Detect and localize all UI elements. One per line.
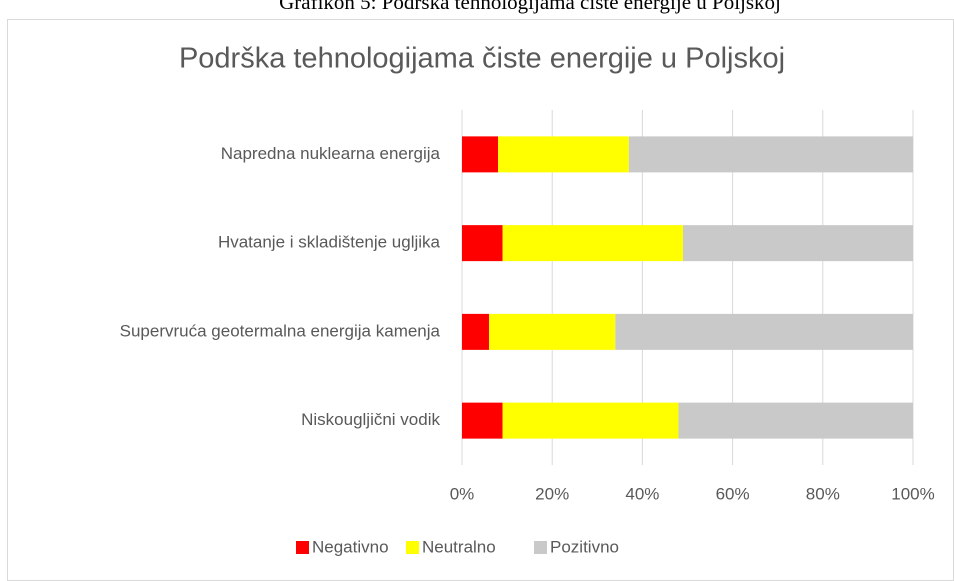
x-tick-label: 60% — [716, 484, 750, 503]
y-tick-label: Hvatanje i skladištenje ugljika — [218, 233, 441, 252]
bar-segment — [489, 313, 616, 350]
bar-segment — [682, 225, 913, 262]
bar-segment — [615, 313, 913, 350]
legend-swatch — [534, 541, 547, 554]
legend-swatch — [296, 541, 309, 554]
bar-segment — [498, 136, 629, 173]
caption: Grafikon 5: Podrška tehnologijama čiste … — [279, 0, 781, 14]
bar-segment — [462, 313, 490, 350]
bar-segment — [462, 225, 503, 262]
bar-segment — [502, 402, 679, 439]
chart-border — [7, 19, 954, 581]
x-tick-label: 40% — [625, 484, 659, 503]
legend-label: Pozitivno — [550, 537, 619, 556]
bar-segment — [462, 136, 499, 173]
bar-segment — [678, 402, 913, 439]
bar-segment — [502, 225, 683, 262]
chart-title: Podrška tehnologijama čiste energije u P… — [179, 43, 785, 75]
bar-segment — [462, 402, 503, 439]
y-tick-label: Niskougljični vodik — [301, 410, 440, 429]
x-tick-label: 80% — [806, 484, 840, 503]
y-tick-label: Napredna nuklearna energija — [221, 144, 441, 163]
x-tick-label: 100% — [891, 484, 934, 503]
legend-label: Neutralno — [422, 537, 496, 556]
bar-segment — [628, 136, 913, 173]
x-tick-label: 20% — [535, 484, 569, 503]
legend-swatch — [406, 541, 419, 554]
x-tick-label: 0% — [450, 484, 475, 503]
legend-label: Negativno — [312, 537, 389, 556]
y-tick-label: Supervruća geotermalna energija kamenja — [120, 321, 441, 340]
